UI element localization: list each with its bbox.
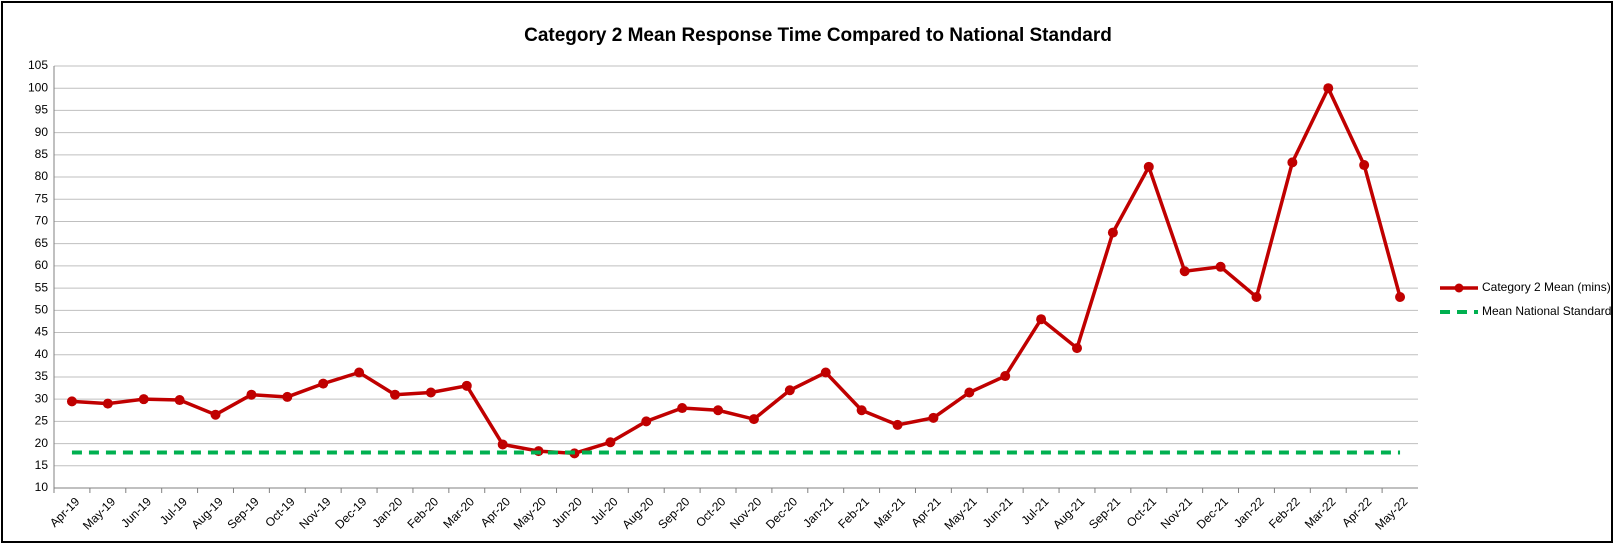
data-point [66,396,77,407]
y-tick-label: 90 [35,125,49,139]
data-point [713,405,724,416]
data-point [461,380,472,391]
data-point [641,416,652,427]
data-point [892,419,903,430]
data-point [1143,161,1154,172]
legend-marker [1454,283,1464,293]
y-tick-label: 60 [35,258,49,272]
data-point [748,414,759,425]
data-point [1395,291,1406,302]
data-point [1215,261,1226,272]
data-point [318,378,329,389]
y-tick-label: 75 [35,191,49,205]
data-point [964,387,975,398]
data-point [1251,291,1262,302]
data-point [210,409,221,420]
data-point [282,391,293,402]
data-point [605,437,616,448]
data-point [174,395,185,406]
y-tick-label: 15 [35,458,49,472]
data-point [1036,314,1047,325]
y-tick-label: 30 [35,391,49,405]
y-tick-label: 40 [35,347,49,361]
data-point [138,394,149,405]
chart-title: Category 2 Mean Response Time Compared t… [524,25,1112,46]
data-point [1107,227,1118,238]
data-point [102,398,113,409]
data-point [1179,266,1190,277]
data-point [354,367,365,378]
y-tick-label: 55 [35,280,49,294]
legend-label: Category 2 Mean (mins) [1482,280,1611,294]
data-point [820,367,831,378]
y-tick-label: 95 [35,103,49,117]
y-tick-label: 10 [35,480,49,494]
data-point [1359,160,1370,171]
y-tick-label: 85 [35,147,49,161]
data-point [390,389,400,400]
data-point [928,412,939,423]
y-tick-label: 105 [28,58,48,72]
data-point [784,385,795,396]
data-point [1323,83,1334,94]
data-point [1072,343,1082,354]
data-point [497,439,508,450]
y-tick-label: 100 [28,80,48,94]
data-point [425,387,436,398]
y-tick-label: 45 [35,325,49,339]
data-point [856,405,867,416]
data-point [246,389,257,400]
data-point [677,403,688,414]
y-tick-label: 70 [35,214,49,228]
y-tick-label: 25 [35,414,49,428]
data-point [1000,371,1011,382]
series-line [71,84,1402,456]
legend-label: Mean National Standard [1482,304,1611,318]
y-tick-label: 65 [35,236,49,250]
y-tick-label: 20 [35,436,49,450]
y-tick-label: 80 [35,169,49,183]
y-tick-label: 35 [35,369,49,383]
y-tick-label: 50 [35,302,49,316]
data-point [1287,157,1298,168]
